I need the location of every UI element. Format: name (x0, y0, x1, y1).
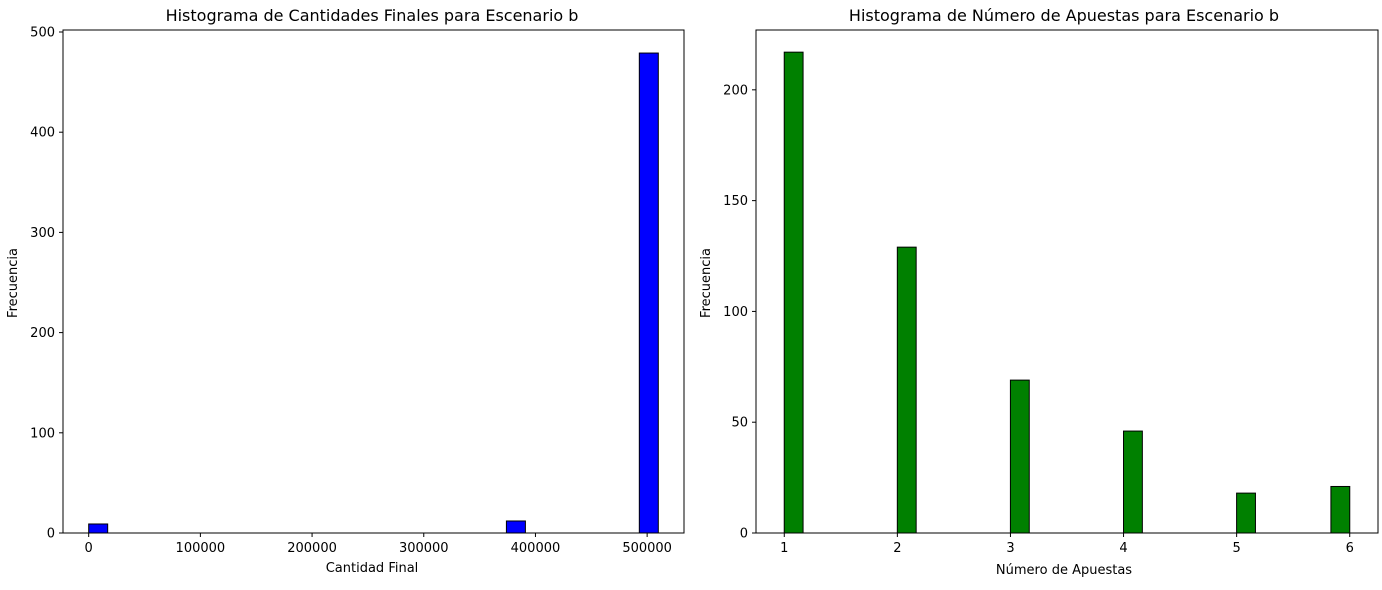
y-tick-label: 200 (723, 83, 748, 98)
x-tick-label: 2 (893, 541, 901, 556)
histogram-bar (638, 52, 659, 534)
y-tick-label: 0 (47, 527, 55, 542)
x-axis-label: Cantidad Final (326, 561, 419, 576)
x-tick-label: 200000 (287, 541, 337, 556)
y-tick-label: 50 (731, 416, 748, 431)
x-tick-label: 4 (1119, 541, 1127, 556)
histogram-bar (88, 523, 109, 534)
histogram-final-amount: Histograma de Cantidades Finales para Es… (6, 6, 685, 576)
y-tick-label: 150 (723, 194, 748, 209)
y-tick-label: 100 (30, 426, 55, 441)
x-tick-label: 6 (1346, 541, 1354, 556)
histogram-bet-count: Histograma de Número de Apuestas para Es… (699, 6, 1379, 578)
histogram-bar (896, 246, 917, 534)
histogram-bar (1330, 485, 1351, 534)
y-tick-label: 400 (30, 126, 55, 141)
y-tick-label: 100 (723, 305, 748, 320)
chart-title: Histograma de Cantidades Finales para Es… (166, 6, 579, 25)
x-tick-label: 300000 (399, 541, 449, 556)
x-tick-label: 1 (780, 541, 788, 556)
plot-frame (755, 29, 1379, 534)
x-tick-label: 0 (85, 541, 93, 556)
y-axis-label: Frecuencia (6, 248, 21, 318)
y-tick-label: 500 (30, 26, 55, 41)
histogram-bar (1123, 430, 1143, 534)
x-tick-label: 500000 (622, 541, 672, 556)
histogram-bar (1236, 492, 1256, 534)
chart-title: Histograma de Número de Apuestas para Es… (849, 6, 1279, 25)
histogram-bar (783, 51, 804, 534)
x-tick-label: 3 (1006, 541, 1014, 556)
histogram-bar (505, 520, 526, 534)
x-tick-label: 100000 (176, 541, 226, 556)
y-tick-label: 0 (740, 527, 748, 542)
y-tick-label: 200 (30, 326, 55, 341)
plot-frame (62, 29, 685, 534)
x-axis-label: Número de Apuestas (996, 563, 1132, 578)
histogram-bar (1009, 379, 1030, 534)
x-tick-label: 400000 (511, 541, 561, 556)
y-axis-label: Frecuencia (699, 248, 714, 318)
y-tick-label: 300 (30, 226, 55, 241)
x-tick-label: 5 (1232, 541, 1240, 556)
